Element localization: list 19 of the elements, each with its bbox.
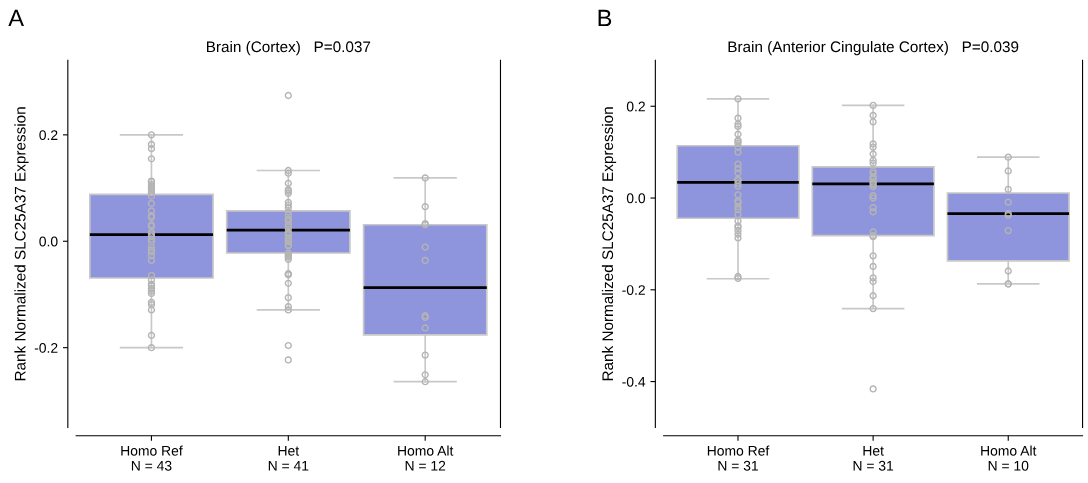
chart-title: Brain (Anterior Cingulate Cortex) P=0.039 bbox=[728, 40, 1019, 56]
y-tick-label: 0.2 bbox=[626, 101, 645, 112]
y-tick-label: -0.2 bbox=[622, 285, 645, 295]
y-tick-label: 0.0 bbox=[626, 193, 646, 204]
y-tick-label: 0.0 bbox=[39, 236, 58, 247]
x-tick-label: Homo Ref N = 31 bbox=[707, 445, 770, 471]
y-tick-label: -0.2 bbox=[34, 342, 58, 353]
chart-title: Brain (Cortex) P=0.037 bbox=[207, 40, 371, 56]
text: A bbox=[8, 9, 24, 27]
x-tick-label: Homo Ref N = 43 bbox=[121, 445, 183, 471]
x-tick-label: Het N = 31 bbox=[853, 446, 894, 471]
text: B bbox=[598, 9, 612, 27]
x-tick-label: Homo Alt N = 10 bbox=[981, 445, 1037, 471]
y-axis-title: Rank Normalized SLC25A37 Expression bbox=[601, 107, 617, 381]
y-axis-title: Rank Normalized SLC25A37 Expression bbox=[14, 107, 29, 381]
x-tick-label: Het N = 41 bbox=[268, 446, 309, 471]
y-tick-label: -0.4 bbox=[622, 376, 646, 387]
y-tick-label: 0.2 bbox=[39, 130, 58, 141]
x-tick-label: Homo Alt N = 12 bbox=[398, 445, 454, 471]
